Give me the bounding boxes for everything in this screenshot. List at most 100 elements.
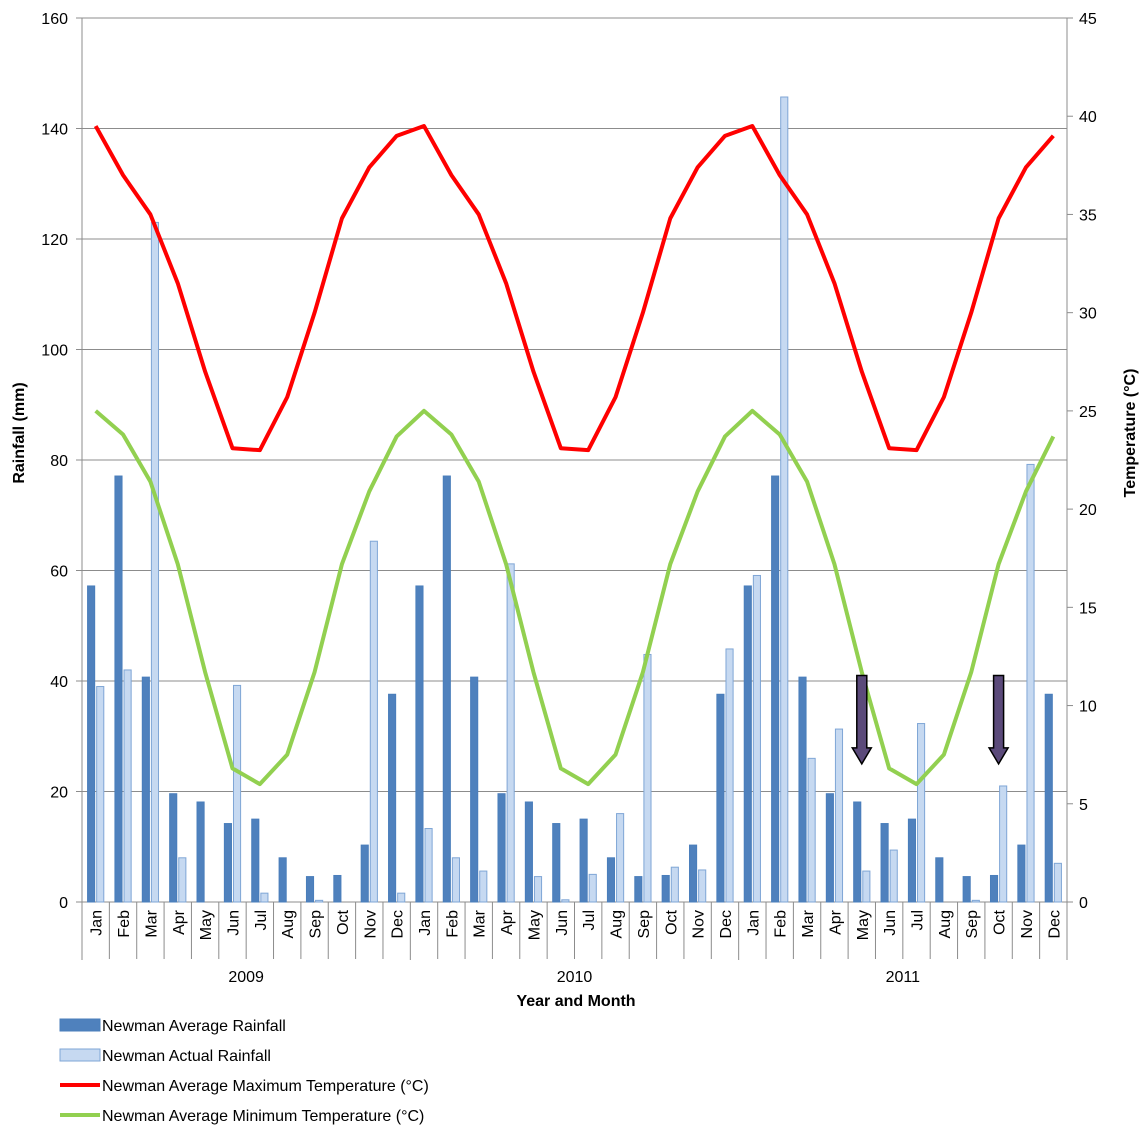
- x-tick-label: Jan: [745, 910, 762, 936]
- bar-average-rainfall: [579, 818, 588, 903]
- down-arrow-annotation: [850, 674, 873, 766]
- bar-actual-rainfall: [96, 686, 105, 903]
- bar-actual-rainfall: [834, 728, 844, 903]
- bar-actual-rainfall: [780, 96, 789, 903]
- x-tick-label: Oct: [992, 909, 1009, 934]
- x-tick-label: Nov: [362, 910, 379, 938]
- bar-actual-rainfall: [506, 563, 515, 903]
- bar-average-rainfall: [1017, 844, 1026, 903]
- bar-actual-rainfall: [588, 873, 597, 903]
- x-tick-label: May: [526, 910, 543, 940]
- bar-average-rainfall: [196, 801, 205, 903]
- bar-average-rainfall: [825, 793, 834, 903]
- y2-tick-label: 45: [1079, 11, 1097, 28]
- x-tick-label: Jul: [253, 910, 270, 930]
- bar-actual-rainfall: [397, 892, 406, 903]
- bar-average-rainfall: [524, 801, 533, 903]
- x-tick-label: Nov: [691, 910, 708, 938]
- bar-average-rainfall: [333, 874, 342, 903]
- bar-average-rainfall: [169, 793, 178, 903]
- bar-actual-rainfall: [752, 574, 761, 903]
- bar-actual-rainfall: [725, 648, 734, 903]
- bar-average-rainfall: [470, 676, 479, 903]
- legend-item: Newman Actual Rainfall: [59, 1048, 271, 1065]
- bar-actual-rainfall: [698, 869, 707, 903]
- bar-actual-rainfall: [533, 876, 543, 903]
- x-tick-label: Aug: [937, 910, 954, 938]
- bar-actual-rainfall: [260, 892, 269, 903]
- bar-average-rainfall: [442, 475, 451, 903]
- y-tick-label: 40: [50, 674, 68, 691]
- x-tick-label: Feb: [444, 910, 461, 938]
- line-min-temperature: [94, 408, 1056, 787]
- y-axis-title: Rainfall (mm): [11, 382, 28, 483]
- bar-average-rainfall: [114, 475, 123, 903]
- x-tick-label: Sep: [636, 910, 653, 939]
- gridlines: [81, 17, 1068, 903]
- bar-actual-rainfall: [1026, 463, 1035, 903]
- annotation-arrows: [850, 674, 1010, 766]
- bar-average-rainfall: [853, 801, 862, 903]
- y2-tick-label: 15: [1079, 600, 1097, 617]
- bar-average-rainfall: [360, 844, 369, 903]
- bar-average-rainfall: [1044, 693, 1053, 903]
- bar-average-rainfall: [251, 818, 260, 903]
- y2-tick-label: 30: [1079, 306, 1097, 323]
- y2-axis-title: Temperature (°C): [1122, 369, 1139, 498]
- x-tick-label: Dec: [718, 910, 735, 938]
- year-label: 2011: [886, 969, 921, 986]
- bar-average-rainfall: [141, 676, 150, 903]
- x-tick-label: Oct: [335, 909, 352, 934]
- bar-average-rainfall: [962, 876, 971, 903]
- y-tick-label: 80: [50, 453, 68, 470]
- bar-actual-rainfall: [1053, 862, 1062, 903]
- bar-average-rainfall: [689, 844, 698, 903]
- x-tick-label: Apr: [827, 909, 844, 935]
- x-tick-label: Jun: [882, 910, 899, 936]
- x-tick-label: Sep: [964, 910, 981, 939]
- y2-tick-label: 40: [1079, 109, 1097, 126]
- x-tick-label: Apr: [171, 909, 188, 935]
- bar-actual-rainfall: [479, 870, 488, 903]
- y2-tick-label: 35: [1079, 207, 1097, 224]
- x-tick-label: Feb: [773, 910, 790, 938]
- x-tick-label: Jul: [581, 910, 598, 930]
- legend-item: Newman Average Rainfall: [59, 1018, 286, 1035]
- legend-item: Newman Average Maximum Temperature (°C): [60, 1078, 429, 1095]
- down-arrow-annotation: [987, 674, 1010, 766]
- x-tick-label: Nov: [1019, 910, 1036, 938]
- bar-average-rainfall: [552, 823, 561, 903]
- bar-average-rainfall: [771, 475, 780, 903]
- bar-series: [87, 96, 1062, 903]
- legend-swatch: [59, 1018, 101, 1032]
- y-tick-label: 160: [41, 11, 68, 28]
- bar-average-rainfall: [989, 874, 999, 903]
- bar-average-rainfall: [743, 585, 752, 903]
- bar-actual-rainfall: [123, 669, 132, 903]
- y2-tick-label: 5: [1079, 797, 1088, 814]
- bar-average-rainfall: [661, 874, 670, 903]
- x-axis-title: Year and Month: [516, 993, 635, 1010]
- bar-actual-rainfall: [971, 899, 980, 903]
- x-tick-label: Mar: [143, 909, 160, 937]
- bar-actual-rainfall: [999, 785, 1008, 903]
- x-tick-label: Jun: [225, 910, 242, 936]
- bar-actual-rainfall: [561, 899, 570, 903]
- bar-average-rainfall: [880, 823, 889, 903]
- y2-tick-label: 25: [1079, 404, 1097, 421]
- bar-average-rainfall: [606, 857, 616, 903]
- bar-average-rainfall: [935, 857, 944, 903]
- bar-actual-rainfall: [451, 857, 460, 903]
- x-tick-label: Mar: [472, 909, 489, 937]
- y-tick-label: 60: [50, 564, 68, 581]
- y2-tick-label: 10: [1079, 699, 1097, 716]
- x-tick-label: Jan: [89, 910, 106, 936]
- x-tick-label: Oct: [663, 909, 680, 934]
- bar-average-rainfall: [716, 693, 725, 903]
- year-label: 2010: [557, 969, 593, 986]
- bar-actual-rainfall: [616, 813, 625, 903]
- x-tick-label: Jul: [910, 910, 927, 930]
- bar-average-rainfall: [497, 793, 506, 903]
- y2-tick-label: 20: [1079, 502, 1097, 519]
- x-tick-label: Feb: [116, 910, 133, 938]
